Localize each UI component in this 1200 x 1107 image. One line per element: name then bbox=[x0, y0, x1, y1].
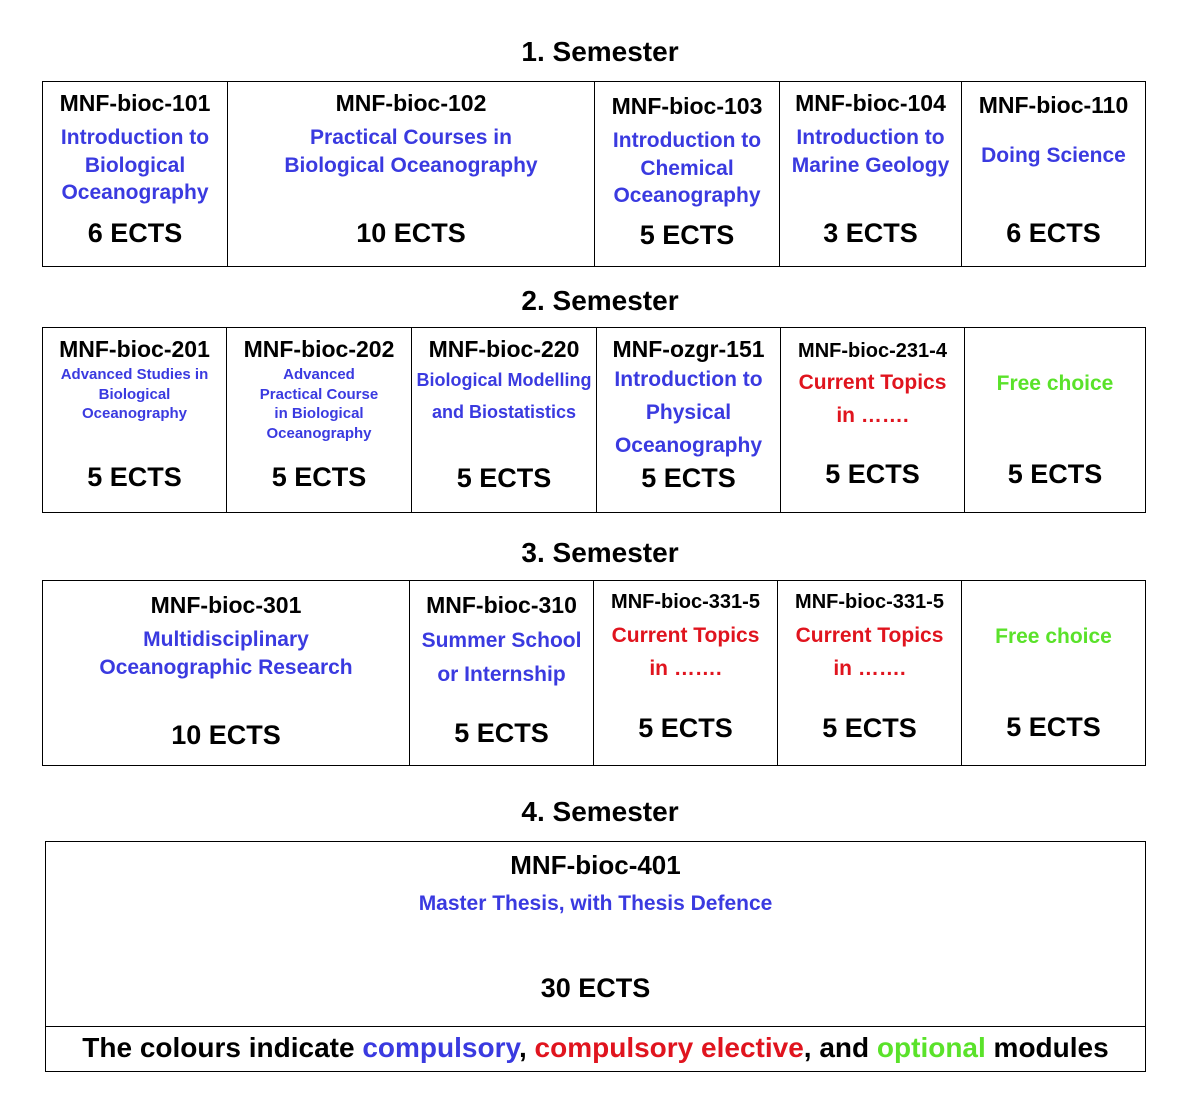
module-title: Biological Modelling and Biostatistics bbox=[416, 370, 592, 422]
module-card: MNF-bioc-331-5 Current Topics in ……. 5 E… bbox=[594, 581, 778, 765]
module-card: MNF-bioc-110 Doing Science 6 ECTS bbox=[962, 82, 1145, 266]
legend-compulsory: compulsory bbox=[362, 1032, 519, 1063]
semester-3-row: MNF-bioc-301 Multidisciplinary Oceanogra… bbox=[42, 580, 1146, 766]
module-code: MNF-bioc-401 bbox=[510, 850, 681, 880]
module-card: MNF-ozgr-151 Introduction to Physical Oc… bbox=[597, 328, 781, 512]
module-code: MNF-ozgr-151 bbox=[612, 336, 765, 362]
module-ects: 5 ECTS bbox=[822, 713, 917, 743]
semester-1-heading: 1. Semester bbox=[521, 36, 679, 67]
legend-separator: , bbox=[518, 1032, 535, 1063]
module-ects: 5 ECTS bbox=[454, 718, 549, 748]
module-card: MNF-bioc-231-4 Current Topics in ……. 5 E… bbox=[781, 328, 965, 512]
module-ects: 10 ECTS bbox=[356, 218, 466, 248]
module-code: MNF-bioc-110 bbox=[978, 92, 1129, 118]
module-card: MNF-bioc-104 Introduction to Marine Geol… bbox=[780, 82, 962, 266]
module-ects: 5 ECTS bbox=[1006, 712, 1101, 742]
module-ects: 5 ECTS bbox=[641, 463, 736, 493]
legend-prefix: The colours indicate bbox=[82, 1032, 363, 1063]
module-code: MNF-bioc-310 bbox=[426, 592, 577, 618]
module-card: MNF-bioc-331-5 Current Topics in ……. 5 E… bbox=[778, 581, 962, 765]
module-ects: 5 ECTS bbox=[825, 459, 920, 489]
module-card: Free choice 5 ECTS bbox=[965, 328, 1145, 512]
module-card: MNF-bioc-102 Practical Courses in Biolog… bbox=[228, 82, 595, 266]
module-title: Introduction to Marine Geology bbox=[791, 126, 950, 177]
module-code: MNF-bioc-220 bbox=[428, 336, 580, 362]
module-title: Multidisciplinary Oceanographic Research bbox=[99, 628, 353, 679]
module-ects: 5 ECTS bbox=[271, 462, 367, 492]
module-title: Introduction to Physical Oceanography bbox=[614, 368, 763, 457]
module-code: MNF-bioc-102 bbox=[335, 90, 487, 116]
module-code: MNF-bioc-201 bbox=[59, 336, 210, 362]
module-card: MNF-bioc-220 Biological Modelling and Bi… bbox=[412, 328, 597, 512]
module-title: Free choice bbox=[995, 625, 1112, 648]
module-ects: 10 ECTS bbox=[171, 720, 281, 750]
module-code: MNF-bioc-301 bbox=[150, 592, 302, 618]
module-title: Introduction to Chemical Oceanography bbox=[612, 129, 762, 207]
module-code: MNF-bioc-103 bbox=[611, 93, 763, 119]
semester-2-row: MNF-bioc-201 Advanced Studies in Biologi… bbox=[42, 327, 1146, 513]
module-card: Free choice 5 ECTS bbox=[962, 581, 1145, 765]
module-ects: 5 ECTS bbox=[87, 462, 182, 492]
module-card: MNF-bioc-301 Multidisciplinary Oceanogra… bbox=[43, 581, 410, 765]
module-code: MNF-bioc-101 bbox=[59, 90, 211, 116]
module-title: Current Topics in ……. bbox=[795, 624, 944, 680]
module-card: MNF-bioc-201 Advanced Studies in Biologi… bbox=[43, 328, 227, 512]
module-code: MNF-bioc-331-5 bbox=[611, 591, 760, 613]
legend-separator: , and bbox=[803, 1032, 877, 1063]
module-ects: 30 ECTS bbox=[540, 973, 651, 1003]
module-title: Current Topics in ……. bbox=[611, 624, 760, 680]
module-ects: 6 ECTS bbox=[1006, 218, 1101, 248]
module-title: Introduction to Biological Oceanography bbox=[60, 126, 210, 204]
module-ects: 5 ECTS bbox=[638, 713, 733, 743]
module-card: MNF-bioc-202 Advanced Practical Course i… bbox=[227, 328, 412, 512]
semester-3-heading: 3. Semester bbox=[521, 537, 679, 568]
module-code: MNF-bioc-202 bbox=[243, 336, 395, 362]
module-title: Practical Courses in Biological Oceanogr… bbox=[284, 126, 538, 177]
module-card: MNF-bioc-401 Master Thesis, with Thesis … bbox=[46, 842, 1145, 1026]
module-title: Current Topics in ……. bbox=[798, 371, 947, 427]
module-code: MNF-bioc-231-4 bbox=[798, 340, 947, 362]
module-title: Free choice bbox=[996, 372, 1114, 395]
semester-1-row: MNF-bioc-101 Introduction to Biological … bbox=[42, 81, 1146, 267]
semester-4-heading: 4. Semester bbox=[521, 796, 679, 827]
module-ects: 6 ECTS bbox=[87, 218, 183, 248]
module-title: Summer School or Internship bbox=[421, 629, 582, 686]
module-code: MNF-bioc-331-5 bbox=[795, 591, 944, 613]
module-ects: 5 ECTS bbox=[1007, 459, 1103, 489]
module-ects: 5 ECTS bbox=[639, 220, 735, 250]
module-title: Advanced Studies in Biological Oceanogra… bbox=[60, 366, 209, 422]
module-title: Advanced Practical Course in Biological … bbox=[259, 366, 379, 442]
module-title: Master Thesis, with Thesis Defence bbox=[418, 892, 773, 915]
legend-compulsory-elective: compulsory elective bbox=[534, 1032, 804, 1063]
semester-4-row: MNF-bioc-401 Master Thesis, with Thesis … bbox=[45, 841, 1146, 1027]
legend-suffix: modules bbox=[985, 1032, 1109, 1063]
module-card: MNF-bioc-103 Introduction to Chemical Oc… bbox=[595, 82, 780, 266]
module-ects: 3 ECTS bbox=[823, 218, 918, 248]
module-card: MNF-bioc-101 Introduction to Biological … bbox=[43, 82, 228, 266]
module-code: MNF-bioc-104 bbox=[795, 90, 946, 116]
legend-optional: optional bbox=[876, 1032, 986, 1063]
colour-legend: The colours indicate compulsory, compuls… bbox=[45, 1026, 1146, 1072]
module-ects: 5 ECTS bbox=[456, 463, 552, 493]
module-title: Doing Science bbox=[981, 144, 1126, 167]
semester-2-heading: 2. Semester bbox=[521, 285, 679, 316]
module-card: MNF-bioc-310 Summer School or Internship… bbox=[410, 581, 594, 765]
